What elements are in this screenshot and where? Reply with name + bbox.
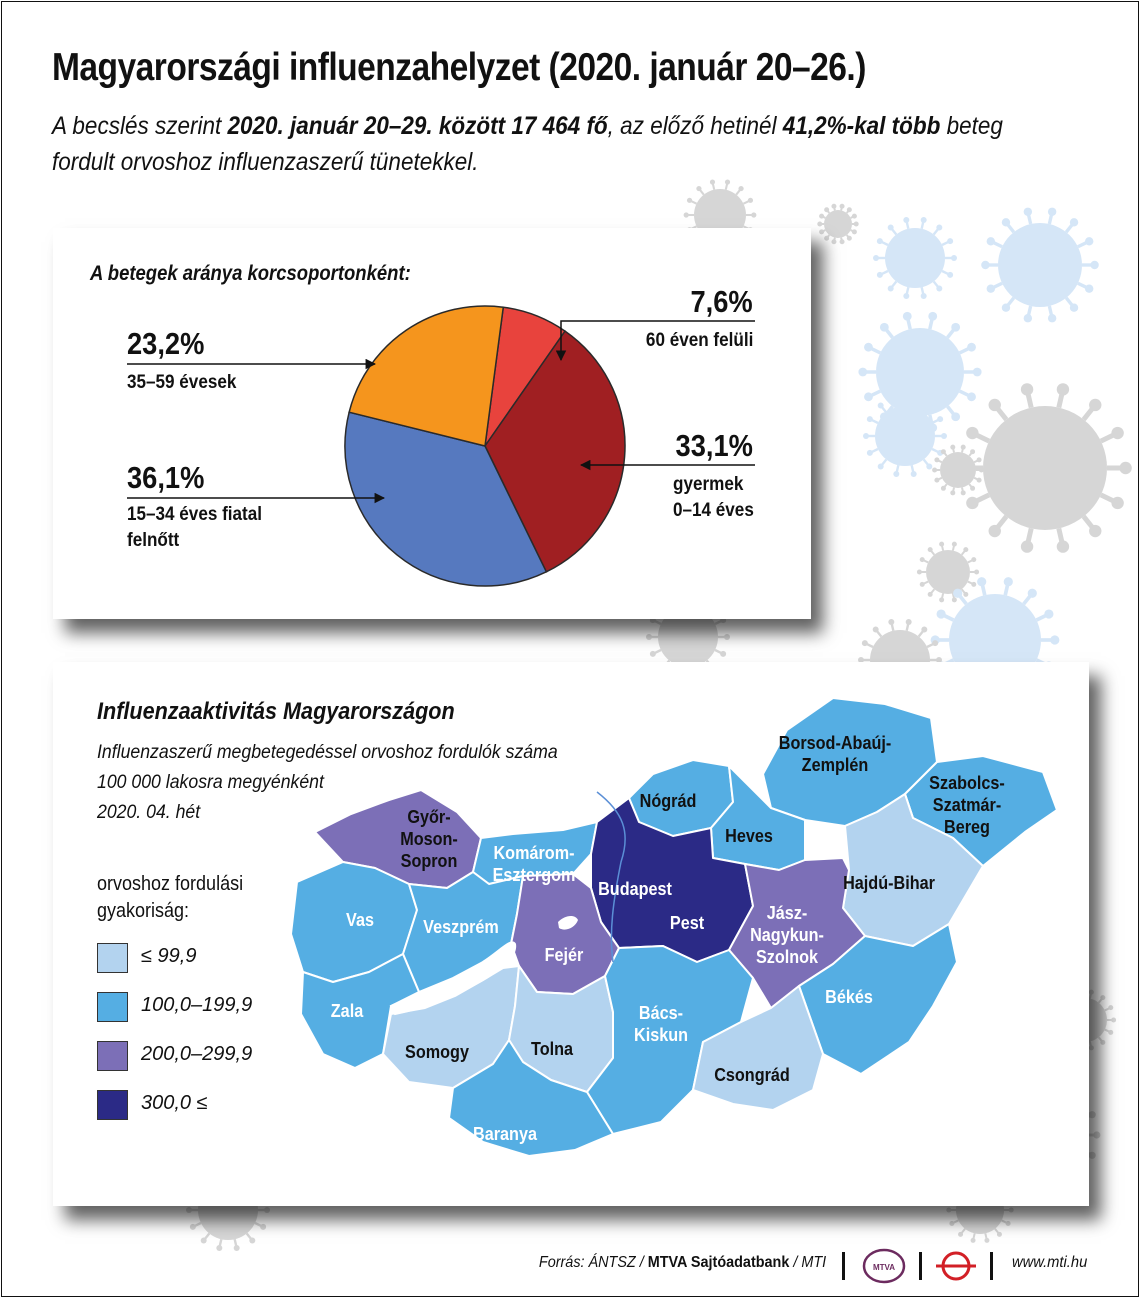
county-label-zala: Zala (330, 1001, 364, 1021)
county-label-budapest: Budapest (598, 879, 672, 899)
lake-velence (558, 916, 578, 930)
legend-title: orvoshoz fordulási gyakoriság: (97, 871, 243, 925)
map-desc-line-2: 100 000 lakosra megyénként (97, 772, 324, 793)
virus-particle-icon (873, 216, 957, 300)
mti-logo-icon (936, 1251, 976, 1281)
footer-divider (990, 1252, 993, 1280)
slice-60-plus-percent: 7,6% (690, 284, 753, 319)
county-label-pest: Pest (669, 913, 705, 933)
county-label-gyor: Győr- Moson- Sopron (400, 807, 458, 871)
virus-particle-icon (958, 383, 1132, 553)
slice-15-34-label-2: felnőtt (127, 530, 180, 551)
page-title: Magyarországi influenzahelyzet (2020. ja… (52, 46, 866, 89)
legend-label: 200,0–299,9 (141, 1043, 253, 1065)
slice-15-34-label-1: 15–34 éves fiatal (127, 504, 263, 525)
county-label-bekes: Békés (825, 987, 873, 1007)
map-desc-line-3: 2020. 04. hét (97, 802, 201, 823)
legend-label: 300,0 ≤ (141, 1092, 208, 1114)
pie-chart (127, 305, 755, 587)
footer-divider (919, 1252, 922, 1280)
footer-divider (842, 1252, 845, 1280)
danube-line (596, 791, 626, 963)
page-subtitle: A becslés szerint 2020. január 20–29. kö… (52, 112, 1003, 176)
county-label-nograd: Nógrád (639, 791, 697, 811)
slice-0-14-label-1: gyermek (673, 474, 744, 495)
virus-particle-icon (863, 394, 947, 478)
map-title: Influenzaaktivitás Magyarországon (97, 698, 455, 725)
leader-line-60-plus (555, 320, 755, 362)
county-baranya (448, 1039, 614, 1157)
county-label-veszprem: Veszprém (423, 917, 499, 937)
virus-particle-icon (858, 311, 982, 433)
county-label-hajdu: Hajdú-Bihar (843, 873, 935, 893)
pie-slice-1 (484, 330, 626, 573)
county-label-somogy: Somogy (405, 1042, 469, 1062)
county-label-csongrad: Csongrád (714, 1065, 790, 1085)
county-label-fejer: Fejér (544, 945, 584, 965)
legend-label: ≤ 99,9 (141, 945, 197, 967)
mtva-logo-icon: MTVA (862, 1248, 906, 1284)
county-b-k-s (798, 923, 958, 1075)
slice-0-14-percent: 33,1% (675, 428, 753, 463)
virus-particle-icon (916, 541, 980, 603)
legend-swatch (97, 1090, 128, 1120)
legend-title-line-1: orvoshoz fordulási (97, 873, 244, 895)
slice-35-59-percent: 23,2% (127, 326, 205, 361)
website-url: www.mti.hu (1012, 1254, 1088, 1271)
county-label-komarom: Komárom- Esztergom (492, 843, 576, 885)
legend-title-line-2: gyakoriság: (97, 900, 190, 922)
footer: Forrás: ÁNTSZ / MTVA Sajtóadatbank / MTI… (0, 1248, 1142, 1288)
county-label-baranya: Baranya (473, 1124, 537, 1144)
pie-slice-3 (348, 305, 505, 447)
map-desc-line-1: Influenzaszerű megbetegedéssel orvoshoz … (97, 742, 558, 763)
virus-particle-icon (981, 207, 1099, 323)
county-label-borsod: Borsod-Abaúj- Zemplén (778, 733, 892, 775)
slice-60-plus-label: 60 éven felüli (645, 330, 753, 351)
legend-swatch (97, 943, 128, 973)
slice-35-59-label: 35–59 évesek (127, 372, 237, 393)
county-label-vas: Vas (346, 910, 374, 930)
legend-swatch (97, 1041, 128, 1071)
county-label-szabolcs: Szabolcs- Szatmár- Bereg (929, 773, 1005, 837)
slice-0-14-label-2: 0–14 éves (673, 500, 754, 521)
county-csongr-d (692, 985, 824, 1111)
pie-chart-title: A betegek aránya korcsoportonként: (90, 262, 411, 285)
county-label-tolna: Tolna (530, 1039, 574, 1059)
county-label-bacs: Bács- Kiskun (633, 1003, 689, 1045)
svg-text:MTVA: MTVA (873, 1263, 895, 1272)
county-label-jasz: Jász- Nagykun- Szolnok (750, 903, 824, 967)
source-credit: Forrás: ÁNTSZ / MTVA Sajtóadatbank / MTI (538, 1254, 826, 1271)
legend-label: 100,0–199,9 (141, 994, 253, 1016)
slice-15-34-percent: 36,1% (127, 460, 205, 495)
pie-slice-2 (344, 411, 548, 587)
county-label-heves: Heves (725, 826, 773, 846)
lake-balaton (389, 941, 517, 1016)
virus-particle-icon (817, 203, 859, 245)
map-description: Influenzaszerű megbetegedéssel orvoshoz … (97, 738, 558, 828)
age-group-panel: A betegek aránya korcsoportonként: 7,6% … (53, 228, 811, 619)
influenza-map-panel: Influenzaaktivitás Magyarországon Influe… (53, 662, 1089, 1206)
legend-swatch (97, 992, 128, 1022)
virus-particle-icon (932, 444, 984, 496)
hungary-map (290, 697, 1058, 1157)
